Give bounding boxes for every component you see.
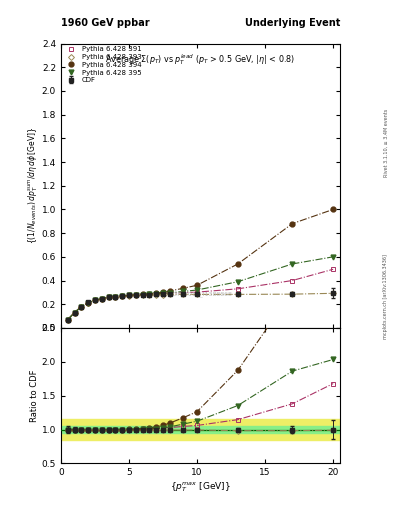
- Pythia 6.428 393: [72, 309, 77, 315]
- Pythia 6.428 393: [127, 292, 131, 298]
- Pythia 6.428 393: [331, 290, 336, 296]
- Pythia 6.428 395: [140, 291, 145, 297]
- Pythia 6.428 391: [93, 297, 97, 304]
- Pythia 6.428 393: [99, 295, 104, 302]
- Text: CDF_2015_I1388868: CDF_2015_I1388868: [169, 291, 232, 296]
- Pythia 6.428 393: [167, 291, 172, 297]
- Pythia 6.428 394: [113, 293, 118, 300]
- Pythia 6.428 393: [161, 291, 165, 297]
- Pythia 6.428 394: [86, 300, 90, 306]
- Pythia 6.428 394: [93, 297, 97, 304]
- Pythia 6.428 393: [79, 304, 84, 310]
- Pythia 6.428 393: [154, 291, 158, 297]
- Pythia 6.428 394: [167, 288, 172, 294]
- Pythia 6.428 394: [161, 289, 165, 295]
- Pythia 6.428 391: [154, 291, 158, 297]
- Pythia 6.428 393: [290, 291, 295, 297]
- Line: Pythia 6.428 393: Pythia 6.428 393: [66, 291, 335, 322]
- Pythia 6.428 395: [290, 261, 295, 267]
- Pythia 6.428 391: [120, 293, 125, 299]
- Line: Pythia 6.428 394: Pythia 6.428 394: [65, 207, 336, 322]
- Pythia 6.428 394: [331, 206, 336, 212]
- Pythia 6.428 393: [235, 291, 240, 297]
- Pythia 6.428 394: [147, 291, 152, 297]
- Pythia 6.428 395: [147, 291, 152, 297]
- Pythia 6.428 394: [140, 291, 145, 297]
- Pythia 6.428 391: [140, 291, 145, 297]
- Pythia 6.428 391: [99, 295, 104, 302]
- Text: mcplots.cern.ch [arXiv:1306.3436]: mcplots.cern.ch [arXiv:1306.3436]: [384, 254, 388, 339]
- Pythia 6.428 394: [65, 316, 70, 323]
- Pythia 6.428 394: [79, 304, 84, 310]
- Pythia 6.428 395: [235, 279, 240, 285]
- Pythia 6.428 394: [290, 221, 295, 227]
- Pythia 6.428 391: [331, 266, 336, 272]
- Pythia 6.428 394: [195, 282, 199, 288]
- Pythia 6.428 391: [127, 292, 131, 298]
- Pythia 6.428 394: [181, 285, 186, 291]
- Pythia 6.428 393: [120, 293, 125, 299]
- Pythia 6.428 394: [133, 292, 138, 298]
- Pythia 6.428 391: [79, 304, 84, 310]
- Pythia 6.428 391: [290, 278, 295, 284]
- Pythia 6.428 391: [235, 286, 240, 292]
- Pythia 6.428 393: [181, 291, 186, 297]
- Pythia 6.428 395: [120, 293, 125, 299]
- Pythia 6.428 391: [161, 290, 165, 296]
- Text: 1960 GeV ppbar: 1960 GeV ppbar: [61, 18, 150, 28]
- Pythia 6.428 393: [106, 294, 111, 301]
- Pythia 6.428 393: [86, 300, 90, 306]
- Pythia 6.428 393: [133, 292, 138, 298]
- Pythia 6.428 393: [147, 292, 152, 298]
- Pythia 6.428 391: [72, 309, 77, 315]
- Pythia 6.428 395: [195, 287, 199, 293]
- Pythia 6.428 394: [154, 290, 158, 296]
- Pythia 6.428 391: [86, 300, 90, 306]
- Text: Rivet 3.1.10, ≥ 3.4M events: Rivet 3.1.10, ≥ 3.4M events: [384, 109, 388, 178]
- Pythia 6.428 394: [106, 294, 111, 301]
- Y-axis label: Ratio to CDF: Ratio to CDF: [30, 369, 39, 422]
- Pythia 6.428 393: [140, 292, 145, 298]
- Line: Pythia 6.428 391: Pythia 6.428 391: [65, 267, 336, 322]
- Pythia 6.428 395: [154, 291, 158, 297]
- Pythia 6.428 395: [127, 292, 131, 298]
- Pythia 6.428 394: [120, 293, 125, 299]
- Pythia 6.428 395: [99, 295, 104, 302]
- Pythia 6.428 391: [113, 293, 118, 300]
- Pythia 6.428 391: [65, 316, 70, 323]
- Pythia 6.428 394: [235, 261, 240, 267]
- Pythia 6.428 395: [167, 290, 172, 296]
- Pythia 6.428 391: [106, 294, 111, 301]
- Pythia 6.428 395: [65, 316, 70, 323]
- Legend: Pythia 6.428 391, Pythia 6.428 393, Pythia 6.428 394, Pythia 6.428 395, CDF: Pythia 6.428 391, Pythia 6.428 393, Pyth…: [62, 45, 143, 84]
- Pythia 6.428 395: [161, 290, 165, 296]
- X-axis label: $\{p_T^{max}$ [GeV]$\}$: $\{p_T^{max}$ [GeV]$\}$: [170, 480, 231, 494]
- Pythia 6.428 391: [133, 292, 138, 298]
- Pythia 6.428 395: [93, 297, 97, 304]
- Pythia 6.428 393: [113, 293, 118, 300]
- Pythia 6.428 395: [113, 293, 118, 300]
- Text: Underlying Event: Underlying Event: [244, 18, 340, 28]
- Pythia 6.428 393: [93, 297, 97, 304]
- Pythia 6.428 395: [72, 309, 77, 315]
- Pythia 6.428 394: [127, 292, 131, 298]
- Pythia 6.428 395: [181, 288, 186, 294]
- Text: Average $\Sigma(p_T)$ vs $p_T^{lead}$ ($p_T$ > 0.5 GeV, $|\eta|$ < 0.8): Average $\Sigma(p_T)$ vs $p_T^{lead}$ ($…: [105, 52, 296, 67]
- Pythia 6.428 391: [167, 290, 172, 296]
- Pythia 6.428 391: [147, 291, 152, 297]
- Pythia 6.428 395: [106, 294, 111, 301]
- Line: Pythia 6.428 395: Pythia 6.428 395: [65, 254, 336, 322]
- Pythia 6.428 391: [181, 290, 186, 296]
- Pythia 6.428 395: [133, 292, 138, 298]
- Pythia 6.428 394: [72, 309, 77, 315]
- Pythia 6.428 393: [195, 291, 199, 297]
- Pythia 6.428 393: [65, 316, 70, 323]
- Y-axis label: $\{(1/N_{events})\, dp_T^{sum}/d\eta\, d\phi\, [\mathrm{GeV}]\}$: $\{(1/N_{events})\, dp_T^{sum}/d\eta\, d…: [27, 127, 40, 244]
- Pythia 6.428 391: [195, 289, 199, 295]
- Pythia 6.428 394: [99, 295, 104, 302]
- Pythia 6.428 395: [79, 304, 84, 310]
- Pythia 6.428 395: [331, 254, 336, 260]
- Pythia 6.428 395: [86, 300, 90, 306]
